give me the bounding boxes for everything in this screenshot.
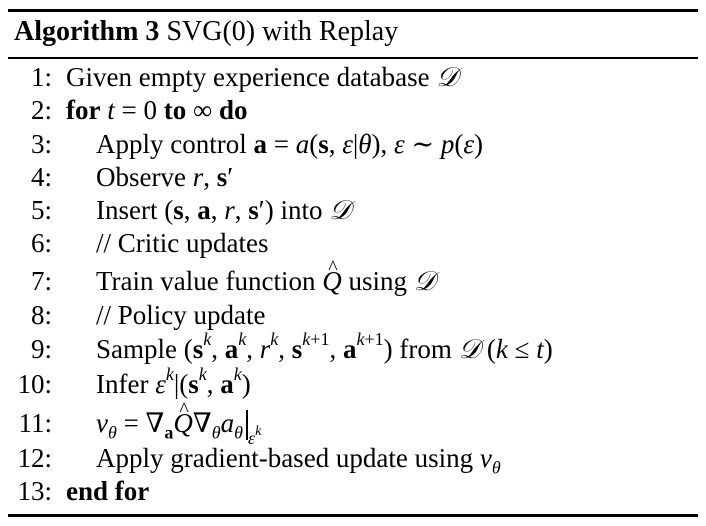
algorithm-title: Algorithm 3 SVG(0) with Replay [14, 15, 398, 49]
policy-comment: // Policy update [96, 300, 266, 330]
line-number: 11: [18, 408, 53, 438]
infer-text: Infer [96, 369, 149, 399]
title-rule [8, 57, 698, 59]
observe-text: Observe [96, 162, 186, 192]
algorithm-line-1: 1: Given empty experience database 𝒟 [0, 60, 706, 94]
line-number: 9: [30, 334, 52, 364]
line-number: 3: [30, 129, 52, 159]
algorithm-line-9: 9: Sample (sk, ak, rk, sk+1, ak+1) from … [0, 329, 706, 366]
from-text: from [399, 334, 452, 364]
algorithm-line-5: 5: Insert (s, a, r, s′) into 𝒟 [0, 193, 706, 227]
apply-update-text: Apply gradient-based update using [96, 443, 474, 473]
critic-comment: // Critic updates [96, 228, 269, 258]
line-content: end for [66, 474, 149, 508]
to-keyword: to [163, 95, 187, 125]
line-number: 10: [17, 369, 52, 399]
algorithm-line-8: 8: // Policy update [0, 298, 706, 332]
using-text: using [348, 266, 407, 296]
algorithm-line-2: 2: for t = 0 to ∞ do [0, 93, 706, 127]
algorithm-label: Algorithm 3 [14, 16, 160, 47]
database-symbol: 𝒟 [436, 62, 458, 92]
apply-control-text: Apply control [96, 129, 247, 159]
algorithm-line-12: 12: Apply gradient-based update using vθ [0, 441, 706, 478]
line-number: 13: [17, 476, 52, 506]
line-number: 2: [30, 95, 52, 125]
evaluation-bar [245, 410, 248, 440]
line-number: 4: [30, 162, 52, 192]
line-content: Train value function Q using 𝒟 [96, 251, 436, 298]
end-for-keyword: end for [66, 476, 150, 506]
train-text: Train value function [96, 266, 316, 296]
algorithm-line-10: 10: Infer εk|(sk, ak) [0, 364, 706, 401]
database-symbol: 𝒟 [413, 266, 436, 296]
line-number: 5: [30, 195, 52, 225]
sample-text: Sample [96, 334, 177, 364]
do-keyword: do [218, 95, 248, 125]
algorithm-line-4: 4: Observe r, s′ [0, 160, 706, 194]
top-rule [8, 9, 698, 12]
for-keyword: for [66, 95, 101, 125]
bottom-rule [8, 514, 698, 517]
line-number: 6: [30, 228, 52, 258]
line-content: Given empty experience database 𝒟 [66, 60, 458, 94]
line-content: Observe r, s′ [96, 162, 234, 192]
insert-text: Insert [96, 195, 158, 225]
line-content: Apply gradient-based update using vθ [96, 443, 501, 478]
line-number: 8: [30, 300, 52, 330]
algorithm-line-13: 13: end for [0, 474, 706, 508]
line-number: 1: [30, 62, 52, 92]
database-symbol: 𝒟 [458, 334, 481, 364]
line-content: Infer εk|(sk, ak) [96, 364, 251, 399]
into-text: into [280, 195, 323, 225]
algorithm-name: SVG(0) with Replay [166, 16, 399, 47]
line-content: Insert (s, a, r, s′) into 𝒟 [96, 195, 351, 225]
database-symbol: 𝒟 [329, 195, 351, 225]
line-number: 7: [30, 266, 52, 296]
given-text: Given empty experience database [66, 62, 430, 92]
line-content: Sample (sk, ak, rk, sk+1, ak+1) from 𝒟 (… [96, 329, 553, 364]
line-content: Apply control a = a(s, ε|θ), ε ∼ p(ε) [96, 129, 483, 159]
algorithm-line-7: 7: Train value function Q using 𝒟 [0, 251, 706, 298]
line-number: 12: [17, 443, 52, 473]
algorithm-line-3: 3: Apply control a = a(s, ε|θ), ε ∼ p(ε) [0, 127, 706, 161]
algorithm-line-6: 6: // Critic updates [0, 226, 706, 260]
line-content: for t = 0 to ∞ do [66, 95, 248, 125]
